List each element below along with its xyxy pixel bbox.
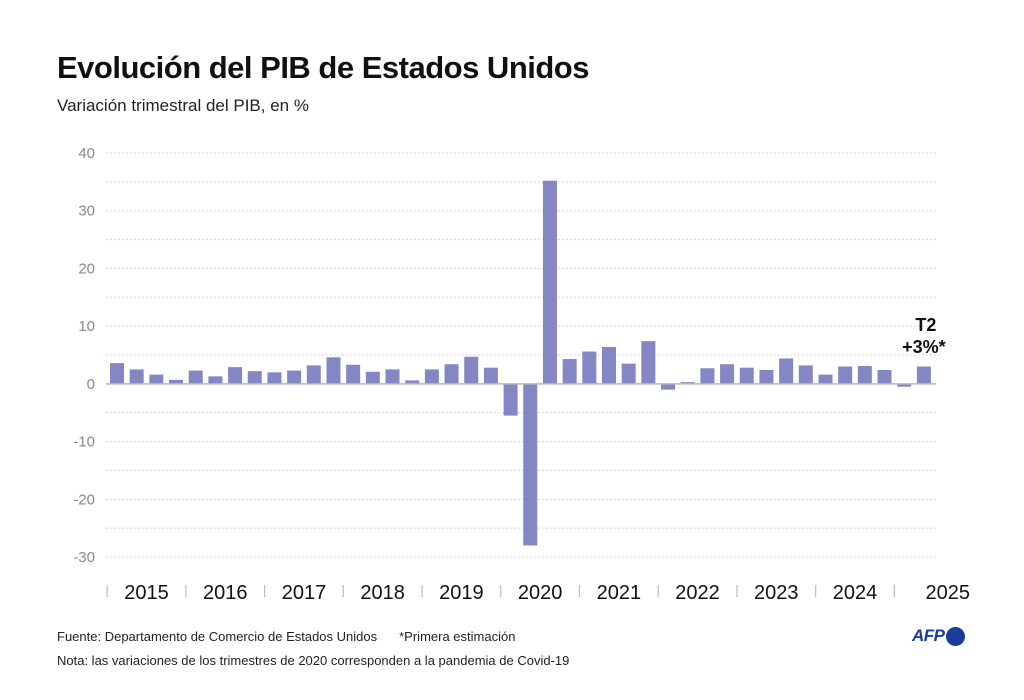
bar [444,364,459,384]
bar [424,369,439,384]
y-tick-label: -20 [73,491,95,508]
bar [385,369,400,384]
x-tick-label: 2023 [754,582,799,604]
chart-subtitle: Variación trimestral del PIB, en % [57,96,309,115]
bar [720,364,735,384]
x-tick-label: 2020 [518,582,563,604]
chart-title: Evolución del PIB de Estados Unidos [57,50,589,85]
bar [326,357,341,384]
bar [818,374,833,384]
bar [129,369,144,384]
logo-text: AFP [912,626,945,645]
x-tick-label: 2017 [282,582,327,604]
bars [110,180,931,546]
bar [306,365,321,384]
bar [346,364,361,384]
x-tick-label: 2021 [597,582,642,604]
x-tick-label: 2025 [925,582,970,604]
bar [897,383,912,387]
bar [542,180,557,384]
bar [641,341,656,384]
bar [857,365,872,384]
x-tick-label: 2015 [124,582,169,604]
bar [621,363,636,384]
bar [877,370,892,384]
bar [582,351,597,384]
afp-logo: AFP [912,626,965,646]
bar [464,356,479,384]
bar [562,359,577,384]
bar [503,383,518,416]
y-tick-label: 20 [78,260,95,277]
x-tick-label: 2016 [203,582,248,604]
bar [680,382,695,384]
y-tick-label: -10 [73,434,95,451]
logo-dot-icon [945,626,965,646]
bar [483,367,498,384]
bar [247,371,262,384]
y-tick-label: -30 [73,549,95,566]
source-text: Fuente: Departamento de Comercio de Esta… [57,629,378,644]
bar [779,358,794,384]
x-tick-label: 2022 [675,582,720,604]
bar [208,376,223,384]
note-text: Nota: las variaciones de los trimestres … [57,653,570,668]
bar [838,366,853,384]
y-axis-ticks: 40 30 20 10 0 -10 -20 -30 [73,145,95,566]
annotation: T2+3%* [902,315,946,357]
bar [916,366,931,384]
gridlines [106,152,936,558]
bar [523,383,538,546]
y-tick-label: 40 [78,145,95,162]
x-tick-label: 2018 [360,582,405,604]
annotation-value: +3%* [902,337,946,357]
bar [365,371,380,384]
bar [798,365,813,384]
bar [228,367,243,384]
annotation-quarter: T2 [915,315,936,335]
bar [287,370,302,384]
bar [700,368,715,384]
bar [661,383,676,390]
bar [739,367,754,384]
source-line: Fuente: Departamento de Comercio de Esta… [57,629,515,644]
asterisk-note: *Primera estimación [399,629,516,644]
y-tick-label: 10 [78,318,95,335]
bar [759,370,774,384]
bar [169,379,184,384]
x-tick-label: 2019 [439,582,484,604]
x-axis-ticks: 2015 2016 2017 2018 2019 2020 2021 2022 2023 2024… [106,582,970,604]
y-tick-label: 0 [87,376,95,393]
bar [149,374,164,384]
x-tick-label: 2024 [833,582,878,604]
bar [188,370,203,384]
bar [602,346,616,384]
bar [405,380,420,384]
bar [110,363,124,384]
y-tick-label: 30 [78,203,95,220]
bar [267,372,282,384]
